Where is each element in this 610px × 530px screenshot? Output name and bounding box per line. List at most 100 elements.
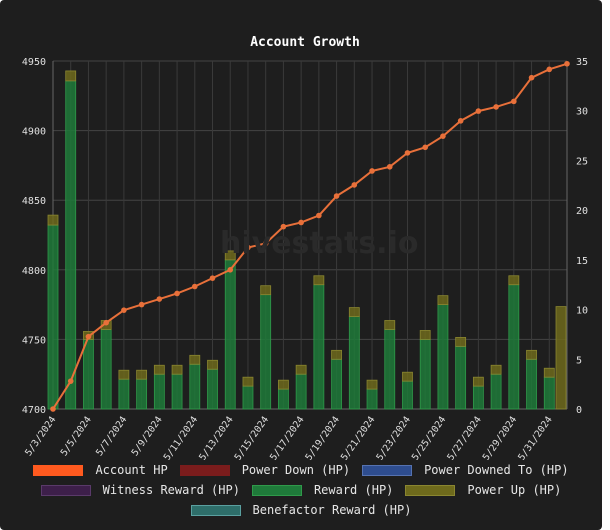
line-point [440,133,446,139]
legend-swatch [40,484,91,496]
bar-reward-hp [419,338,431,410]
right-tick-label: 10 [576,306,588,317]
bar-power-up-hp [555,306,567,410]
line-point [209,275,216,281]
line-point [280,223,287,230]
right-tick-label: 20 [576,206,588,217]
bar-reward-hp [224,259,236,410]
bar-reward-hp [65,80,77,410]
legend-item-power-downed-to[interactable]: Power Downed To (HP) [362,463,569,477]
bar-power-up-hp [207,359,218,370]
bar-reward-hp [490,373,502,410]
left-tick-label: 4750 [22,335,46,346]
bar-reward-hp [331,358,342,410]
right-tick-label: 0 [576,405,582,416]
bar-power-up-hp [384,320,396,330]
bar-reward-hp [100,329,112,410]
x-tick-label: 5/7/2024 [94,414,129,458]
bar-power-up-hp [348,307,360,317]
x-tick-label: 5/21/2024 [339,414,378,460]
legend-item-reward[interactable]: Reward (HP) [251,483,394,497]
line-point [316,212,322,219]
line-point [262,240,269,247]
bar-power-up-hp [313,275,325,286]
legend-swatch [251,484,302,496]
bar-power-up-hp [366,379,378,390]
bar-power-up-hp [47,214,59,226]
line-point [422,144,429,151]
x-tick-label: 5/29/2024 [481,414,520,460]
right-tick-label: 25 [576,156,588,167]
line-point [333,193,340,199]
line-point [475,108,482,114]
x-tick-label: 5/15/2024 [233,414,272,460]
bar-reward-hp [83,338,94,410]
line-point [50,406,56,412]
line-point [156,296,163,302]
bar-power-up-hp [153,364,165,375]
bar-power-up-hp [419,330,431,340]
bar-reward-hp [189,363,201,410]
line-point [386,163,393,170]
legend-item-account-hp[interactable]: Account HP [33,463,168,477]
bar-power-up-hp [543,367,555,378]
legend-item-power-down[interactable]: Power Down (HP) [179,463,351,477]
right-tick-label: 30 [576,107,588,118]
line-point [67,378,74,384]
left-tick-label: 4800 [22,266,46,277]
bar-reward-hp [47,224,59,410]
line-point [528,74,535,81]
bar-reward-hp [384,329,396,410]
bar-reward-hp [118,378,130,410]
line-point [227,267,234,273]
legend-swatch [405,484,456,496]
legend-label: Witness Reward (HP) [102,483,240,497]
legend-swatch [362,464,413,476]
bar-reward-hp [260,294,272,410]
watermark: hivestats.io [220,226,419,261]
bar-reward-hp [348,316,360,410]
bar-reward-hp [242,385,254,410]
line-point [121,307,127,313]
bar-reward-hp [437,304,449,410]
x-tick-label: 5/27/2024 [445,414,484,460]
x-tick-label: 5/13/2024 [197,414,236,460]
bar-series [47,70,567,410]
chart-title: Account Growth [250,35,360,50]
line-point [546,66,553,73]
legend-row-3: Benefactor Reward (HP) [0,500,602,520]
line-point [191,283,198,290]
x-tick-label: 5/9/2024 [130,414,165,458]
bar-power-up-hp [278,379,289,390]
bar-reward-hp [472,385,484,410]
legend-item-benefactor-reward[interactable]: Benefactor Reward (HP) [190,503,411,517]
bar-reward-hp [171,373,183,410]
line-point [298,219,304,226]
legend-label: Power Down (HP) [241,463,351,477]
bar-reward-hp [313,284,325,410]
left-axis-ticks: 4700 4750 4800 4850 4900 4950 [22,57,46,416]
bar-power-up-hp [455,337,467,347]
legend: Account HP Power Down (HP) Power Downed … [0,460,602,520]
line-point [404,150,411,156]
bar-reward-hp [136,378,148,410]
legend-label: Reward (HP) [313,483,394,497]
line-account-hp [52,62,568,410]
bar-reward-hp [508,284,520,410]
legend-swatch [190,504,241,516]
x-tick-label: 5/31/2024 [516,414,555,460]
line-point [369,168,375,174]
line-point [511,98,517,105]
bar-power-up-hp [171,364,183,375]
bar-power-up-hp [402,371,413,382]
left-tick-label: 4950 [22,57,46,68]
bar-power-up-hp [295,364,307,375]
legend-item-power-up[interactable]: Power Up (HP) [405,483,561,497]
line-point [351,182,358,188]
line-point [245,244,251,251]
line-point [493,104,499,110]
bar-reward-hp [366,388,378,410]
bar-reward-hp [207,368,218,410]
legend-item-witness-reward[interactable]: Witness Reward (HP) [40,483,240,497]
